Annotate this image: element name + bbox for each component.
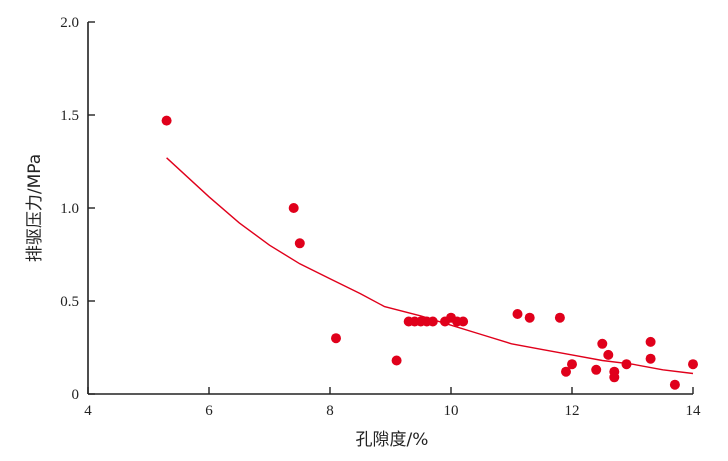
data-point (603, 349, 614, 360)
x-tick-label: 14 (686, 403, 702, 419)
x-tick-label: 6 (205, 403, 213, 419)
data-point (391, 355, 402, 366)
data-point (621, 359, 632, 370)
data-point (609, 372, 620, 383)
data-point (669, 379, 680, 390)
data-point (561, 366, 571, 377)
data-point (567, 359, 577, 370)
data-point (597, 338, 608, 349)
data-point (591, 364, 602, 375)
data-point (524, 312, 535, 323)
x-axis-title: 孔隙度/% (356, 430, 429, 450)
x-tick-label: 10 (444, 403, 459, 419)
data-point (554, 312, 565, 323)
x-tick-label: 4 (84, 403, 92, 419)
data-point (294, 238, 305, 249)
labels-layer: 孔隙度/% 排驱压力/MPa (25, 154, 428, 450)
data-point (645, 353, 656, 364)
y-tick-label: 1.0 (60, 201, 79, 217)
y-axis-title: 排驱压力/MPa (25, 154, 45, 262)
y-tick-label: 0.5 (60, 294, 79, 310)
points-layer (161, 115, 698, 390)
data-point (458, 316, 469, 327)
data-point (288, 203, 299, 213)
data-point (427, 316, 438, 327)
data-point (331, 333, 341, 344)
data-point (512, 309, 523, 319)
x-tick-label: 8 (326, 403, 334, 419)
trend-line (166, 157, 694, 375)
y-tick-label: 2.0 (60, 15, 79, 31)
axes: 4 6 8 10 12 14 0 0.5 1.0 1.5 2.0 (60, 15, 701, 419)
data-point (645, 336, 656, 347)
y-tick-label: 0 (72, 387, 80, 403)
x-tick-label: 12 (565, 403, 580, 419)
data-point (161, 115, 172, 126)
trend-layer (166, 157, 694, 375)
y-tick-label: 1.5 (60, 108, 79, 124)
data-point (688, 359, 698, 370)
